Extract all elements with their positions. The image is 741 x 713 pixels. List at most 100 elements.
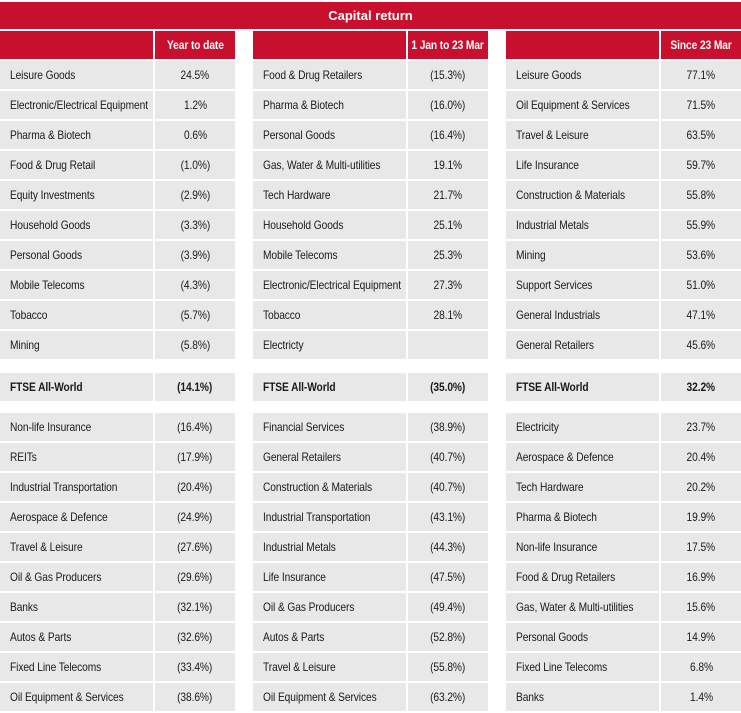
column-header: Year to date bbox=[155, 31, 235, 59]
sector-label: Non-life Insurance bbox=[516, 540, 598, 554]
table-row: Banks 1.4% bbox=[506, 683, 741, 711]
table-row: Life Insurance (47.5%) bbox=[253, 563, 488, 591]
value-cell: 6.8% bbox=[689, 660, 713, 674]
table-row: REITs (17.9%) bbox=[0, 443, 235, 471]
group-divider bbox=[0, 361, 235, 373]
table-row: Food & Drug Retail (1.0%) bbox=[0, 151, 235, 179]
sector-label: Industrial Metals bbox=[263, 540, 336, 554]
value-cell: 59.7% bbox=[686, 158, 716, 172]
group-divider bbox=[506, 403, 741, 413]
value-cell: 51.0% bbox=[686, 278, 716, 292]
sector-label: Tobacco bbox=[263, 308, 301, 322]
column-header: Since 23 Mar bbox=[661, 31, 741, 59]
value-cell: (38.9%) bbox=[430, 420, 466, 434]
table-year-to-date: Year to date Leisure Goods 24.5% Electro… bbox=[0, 31, 235, 713]
column-header-row: Since 23 Mar bbox=[506, 31, 741, 59]
sector-label: Tech Hardware bbox=[263, 188, 331, 202]
table-row: Mining (5.8%) bbox=[0, 331, 235, 359]
sector-label: Oil & Gas Producers bbox=[10, 570, 102, 584]
sector-label: Mobile Telecoms bbox=[10, 278, 85, 292]
value-cell: (15.3%) bbox=[430, 68, 466, 82]
table-row: FTSE All-World 32.2% bbox=[506, 373, 741, 401]
table-row: Pharma & Biotech (16.0%) bbox=[253, 91, 488, 119]
table-row: Personal Goods 14.9% bbox=[506, 623, 741, 651]
table-row: Personal Goods (3.9%) bbox=[0, 241, 235, 269]
table-row: Fixed Line Telecoms (33.4%) bbox=[0, 653, 235, 681]
value-cell: (4.3%) bbox=[180, 278, 210, 292]
table-row: General Retailers (40.7%) bbox=[253, 443, 488, 471]
table-row: Travel & Leisure 63.5% bbox=[506, 121, 741, 149]
value-cell: 27.3% bbox=[433, 278, 463, 292]
value-cell: (3.3%) bbox=[180, 218, 210, 232]
value-cell: 19.1% bbox=[433, 158, 463, 172]
sector-label: Autos & Parts bbox=[263, 630, 325, 644]
sector-label: General Retailers bbox=[516, 338, 594, 352]
sector-label: Financial Services bbox=[263, 420, 345, 434]
tables-grid: Year to date Leisure Goods 24.5% Electro… bbox=[0, 31, 741, 713]
value-cell: 25.1% bbox=[433, 218, 463, 232]
group-divider bbox=[253, 361, 488, 373]
table-row: Electronic/Electrical Equipment 27.3% bbox=[253, 271, 488, 299]
value-cell: (43.1%) bbox=[430, 510, 466, 524]
sector-label: Oil & Gas Producers bbox=[263, 600, 355, 614]
table-row: Oil Equipment & Services 71.5% bbox=[506, 91, 741, 119]
value-cell: (38.6%) bbox=[177, 690, 213, 704]
table-1jan-to-23mar: 1 Jan to 23 Mar Food & Drug Retailers (1… bbox=[253, 31, 488, 713]
value-cell: (44.3%) bbox=[430, 540, 466, 554]
table-row: Pharma & Biotech 19.9% bbox=[506, 503, 741, 531]
table-row: Food & Drug Retailers 16.9% bbox=[506, 563, 741, 591]
sector-label: Fixed Line Telecoms bbox=[516, 660, 608, 674]
sector-label: Aerospace & Defence bbox=[516, 450, 614, 464]
table-row: Oil Equipment & Services (63.2%) bbox=[253, 683, 488, 711]
value-cell: 24.5% bbox=[180, 68, 210, 82]
sector-label: Oil Equipment & Services bbox=[516, 98, 630, 112]
value-cell: (16.4%) bbox=[177, 420, 213, 434]
value-cell: (32.6%) bbox=[177, 630, 213, 644]
value-cell: (1.0%) bbox=[180, 158, 210, 172]
sector-label: Industrial Transportation bbox=[263, 510, 371, 524]
sector-label: Leisure Goods bbox=[516, 68, 582, 82]
sector-label: Life Insurance bbox=[516, 158, 579, 172]
sector-label: Banks bbox=[10, 600, 38, 614]
value-cell: 55.9% bbox=[686, 218, 716, 232]
sector-label: Gas, Water & Multi-utilities bbox=[516, 600, 634, 614]
table-row: Electricty bbox=[253, 331, 488, 359]
value-cell: 45.6% bbox=[686, 338, 716, 352]
sector-label: General Retailers bbox=[263, 450, 341, 464]
table-row: Personal Goods (16.4%) bbox=[253, 121, 488, 149]
value-cell: 23.7% bbox=[686, 420, 716, 434]
sector-label: Household Goods bbox=[10, 218, 91, 232]
table-row: Construction & Materials (40.7%) bbox=[253, 473, 488, 501]
sector-label: Travel & Leisure bbox=[263, 660, 336, 674]
table-row: Non-life Insurance (16.4%) bbox=[0, 413, 235, 441]
table-row: Household Goods (3.3%) bbox=[0, 211, 235, 239]
rows-bottom: Financial Services (38.9%) General Retai… bbox=[253, 413, 488, 711]
sector-label: FTSE All-World bbox=[10, 380, 83, 394]
sector-label: Mobile Telecoms bbox=[263, 248, 338, 262]
value-cell: (32.1%) bbox=[177, 600, 213, 614]
rows-top: Leisure Goods 77.1% Oil Equipment & Serv… bbox=[506, 61, 741, 359]
sector-label: Autos & Parts bbox=[10, 630, 72, 644]
table-row: Electricity 23.7% bbox=[506, 413, 741, 441]
column-header-label: 1 Jan to 23 Mar bbox=[411, 38, 485, 52]
value-cell: (16.0%) bbox=[430, 98, 466, 112]
value-cell: (40.7%) bbox=[430, 450, 466, 464]
value-cell: 28.1% bbox=[433, 308, 463, 322]
table-row: Life Insurance 59.7% bbox=[506, 151, 741, 179]
value-cell: (16.4%) bbox=[430, 128, 466, 142]
table-row: Travel & Leisure (27.6%) bbox=[0, 533, 235, 561]
value-cell: 20.4% bbox=[686, 450, 716, 464]
value-cell: 16.9% bbox=[686, 570, 716, 584]
value-cell: 19.9% bbox=[686, 510, 716, 524]
sector-label: Gas, Water & Multi-utilities bbox=[263, 158, 381, 172]
value-cell: (55.8%) bbox=[430, 660, 466, 674]
value-cell: 21.7% bbox=[433, 188, 463, 202]
value-cell: (5.8%) bbox=[180, 338, 210, 352]
value-cell: 32.2% bbox=[686, 380, 716, 394]
sector-label: Food & Drug Retail bbox=[10, 158, 96, 172]
value-cell: 77.1% bbox=[686, 68, 716, 82]
table-row: General Industrials 47.1% bbox=[506, 301, 741, 329]
table-row: Leisure Goods 24.5% bbox=[0, 61, 235, 89]
table-row: Industrial Transportation (20.4%) bbox=[0, 473, 235, 501]
value-cell: 53.6% bbox=[686, 248, 716, 262]
